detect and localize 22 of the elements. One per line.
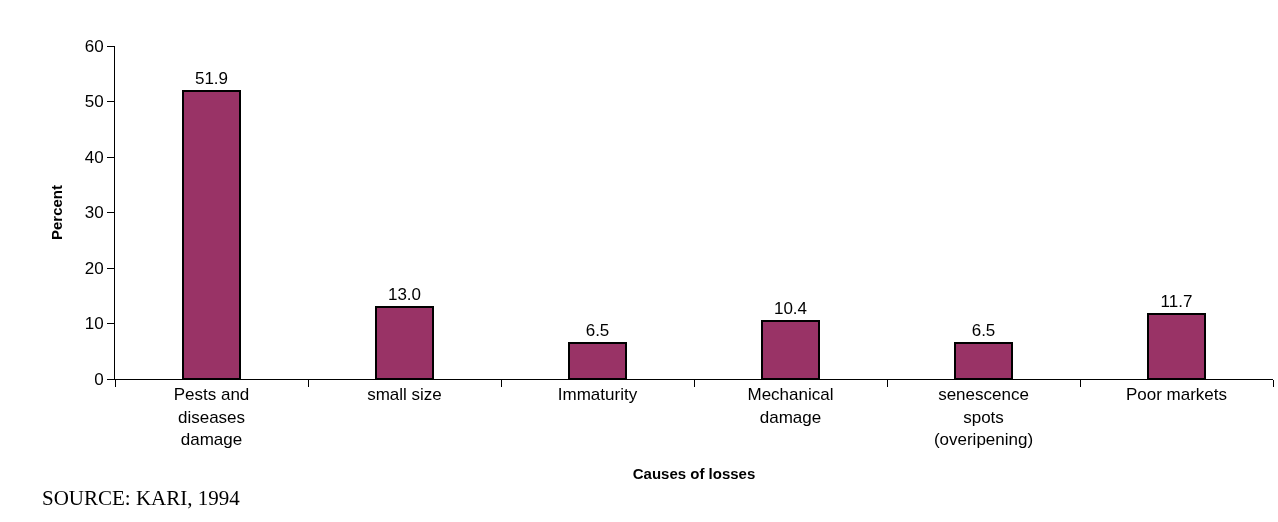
y-tick-label: 40 [84, 147, 104, 167]
data-label: 6.5 [585, 321, 610, 340]
x-tick-label: Immaturity [557, 385, 638, 405]
y-tick-label: 60 [84, 36, 104, 56]
y-tick-label: 10 [84, 314, 104, 334]
x-tick-label: Pests and diseases damage [173, 385, 250, 449]
x-tick-label: senescence spots (overipening) [933, 385, 1034, 449]
y-tick-label: 20 [84, 258, 104, 278]
data-label: 6.5 [971, 321, 996, 340]
y-tick-label: 30 [84, 203, 104, 223]
x-tick-label: Poor markets [1125, 385, 1228, 405]
y-tick-label: 50 [84, 92, 104, 112]
y-axis-title: Percent [47, 184, 65, 241]
x-tick-label: Mechanical damage [747, 385, 834, 427]
data-label: 51.9 [194, 69, 229, 88]
data-label: 13.0 [387, 285, 422, 304]
source-note: SOURCE: KARI, 1994 [42, 486, 241, 510]
x-tick-label: small size [367, 385, 442, 405]
data-label: 11.7 [1160, 292, 1193, 311]
x-axis-title: Causes of losses [632, 464, 756, 482]
y-tick-label: 0 [94, 369, 104, 389]
data-label: 10.4 [773, 299, 808, 318]
